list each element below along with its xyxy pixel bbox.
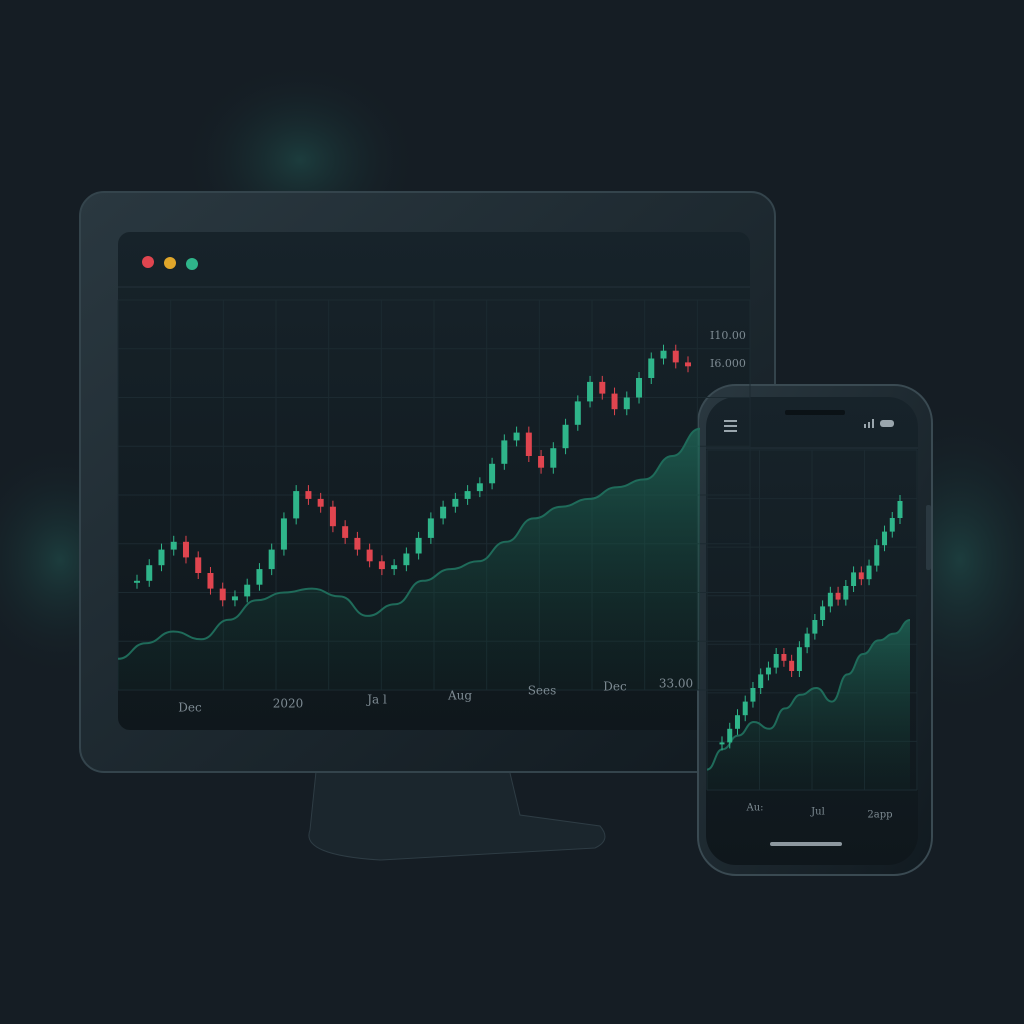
candle-body [574, 401, 581, 425]
window-dot-yellow [164, 257, 176, 269]
candle-body [415, 537, 422, 554]
candle-body [636, 378, 643, 398]
candle-body [750, 688, 756, 702]
candle-body [562, 424, 569, 449]
x-axis-label: Dec [603, 680, 627, 694]
candle-body [858, 572, 864, 580]
candle-body [773, 654, 779, 668]
candle-body [866, 565, 872, 580]
candle-body [812, 620, 818, 634]
candle-body [781, 654, 787, 661]
x-axis-label: 33.00 [659, 677, 693, 691]
candle-body [207, 573, 214, 589]
window-dot-green [186, 258, 198, 270]
y-axis-label: I10.00 [710, 329, 746, 342]
candle-body [889, 518, 895, 532]
menu-icon[interactable] [724, 420, 737, 432]
candle-body [268, 549, 275, 570]
candle-body [146, 565, 153, 581]
candle-body [550, 448, 557, 468]
window-dot-red [142, 256, 154, 268]
candle-body [182, 541, 189, 558]
candle-body [244, 584, 251, 597]
phone-speaker [785, 410, 845, 415]
candle-body [134, 580, 140, 583]
candle-body [329, 506, 336, 527]
candle-body [452, 498, 459, 507]
status-icons [864, 419, 894, 428]
candle-body [727, 728, 733, 743]
candle-body [231, 596, 238, 601]
candle-body [513, 432, 520, 441]
candle-body [538, 456, 545, 468]
candle-body [874, 545, 880, 566]
x-axis-label: 2020 [273, 697, 304, 711]
candle-body [305, 491, 312, 499]
candle-body [391, 565, 398, 570]
candle-body [587, 381, 594, 402]
candle-body [742, 701, 748, 716]
candle-body [501, 440, 508, 464]
candle-body [256, 569, 263, 585]
candle-body [789, 660, 795, 671]
candle-body [820, 606, 826, 620]
candle-body [464, 491, 471, 499]
x-axis-label: Au: [745, 803, 763, 814]
candle-body [765, 667, 771, 675]
candle-body [219, 588, 226, 601]
y-axis-label: I6.000 [710, 357, 746, 370]
candle-body [835, 592, 841, 600]
candle-body [440, 506, 447, 519]
area-line [117, 427, 701, 660]
x-axis-label: Dec [178, 701, 202, 715]
x-axis-label: Ja l [365, 693, 387, 707]
x-axis-label: Aug [447, 689, 472, 703]
x-axis-label: Sees [528, 684, 557, 698]
candle-body [366, 549, 373, 562]
candle-body [897, 501, 903, 518]
candle-body [354, 537, 361, 550]
candle-body [660, 350, 667, 359]
candle-body [525, 432, 532, 456]
candle-body [719, 742, 725, 745]
candle-body [623, 397, 630, 410]
area-fill [118, 428, 700, 690]
candle-body [672, 350, 679, 363]
home-indicator [770, 842, 842, 846]
candle-body [195, 557, 202, 573]
candle-body [158, 549, 165, 566]
candle-body [804, 633, 810, 648]
area-line [706, 619, 911, 771]
candle-body [293, 491, 300, 519]
candle-body [403, 553, 410, 566]
candle-body [685, 362, 691, 367]
monitor-stand [308, 751, 606, 861]
candle-body [280, 518, 287, 550]
candle-body [796, 647, 802, 671]
candle-body [317, 498, 324, 507]
x-axis-label: 2app [867, 810, 892, 821]
area-fill [707, 620, 910, 790]
candle-body [489, 463, 496, 484]
candle-body [734, 715, 740, 729]
candle-body [342, 526, 349, 538]
candle-body [378, 561, 385, 570]
candle-body [758, 674, 764, 688]
phone-button [926, 505, 931, 570]
candle-body [170, 541, 177, 550]
candle-body [599, 381, 606, 394]
candle-body [476, 483, 483, 492]
candle-body [851, 572, 857, 586]
x-axis-label: Jul [810, 807, 825, 818]
candle-body [611, 393, 618, 410]
candle-body [827, 592, 833, 607]
candle-body [843, 586, 849, 600]
candle-body [648, 358, 655, 378]
candle-body [882, 531, 888, 546]
candle-body [427, 518, 434, 538]
